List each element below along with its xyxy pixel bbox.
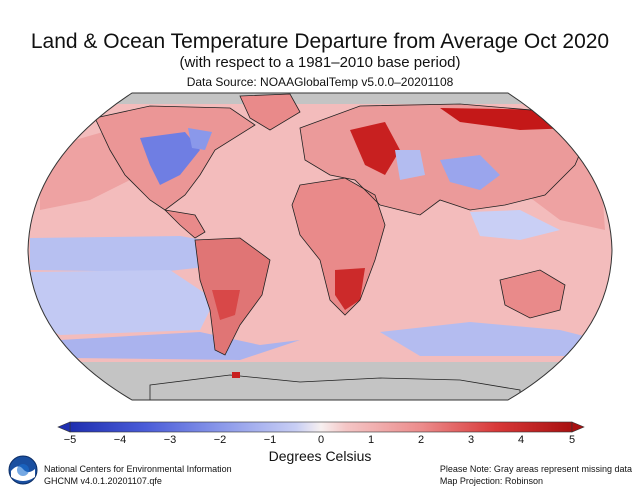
colorbar-tick: 2 bbox=[417, 434, 425, 446]
central-america-land bbox=[165, 210, 205, 238]
map-body bbox=[28, 93, 612, 400]
southern-indian-cool-band bbox=[380, 322, 600, 356]
noaa-logo-icon bbox=[8, 455, 38, 485]
eastern-europe-hot-anomaly bbox=[350, 122, 400, 175]
colorbar-tick: 5 bbox=[568, 434, 576, 446]
arctic-missing-data bbox=[28, 93, 612, 104]
colorbar bbox=[57, 421, 585, 433]
colorbar-tick: 3 bbox=[467, 434, 475, 446]
southern-ocean-cool-band bbox=[60, 332, 300, 360]
missing-data-note: Please Note: Gray areas represent missin… bbox=[439, 464, 632, 474]
australia-land bbox=[500, 270, 565, 318]
colorbar-tick: −4 bbox=[113, 434, 127, 446]
map-title: Land & Ocean Temperature Departure from … bbox=[30, 30, 610, 53]
middle-east-cool-anomaly bbox=[395, 150, 425, 180]
colorbar-tick: −5 bbox=[63, 434, 77, 446]
data-source: Data Source: NOAAGlobalTemp v5.0.0–20201… bbox=[186, 75, 454, 89]
antarctica-land bbox=[149, 374, 521, 400]
footer-credits: National Centers for Environmental Infor… bbox=[44, 463, 232, 487]
map-subtitle: (with respect to a 1981–2010 base period… bbox=[179, 54, 461, 71]
colorbar-tick: −1 bbox=[263, 434, 277, 446]
canada-cool-anomaly bbox=[188, 128, 212, 150]
org-name: National Centers for Environmental Infor… bbox=[44, 464, 232, 474]
footer-notes: Please Note: Gray areas represent missin… bbox=[440, 463, 632, 487]
colorbar-tick: 4 bbox=[517, 434, 525, 446]
colorbar-label: Degrees Celsius bbox=[268, 448, 372, 464]
map-border bbox=[27, 92, 613, 401]
coastlines bbox=[94, 93, 591, 356]
antarctic-peninsula-hot-anomaly bbox=[232, 372, 240, 378]
south-america-hot-anomaly bbox=[212, 290, 240, 320]
west-pacific-cool-anomaly bbox=[470, 210, 560, 240]
colorbar-tick: 1 bbox=[367, 434, 375, 446]
north-america-cold-anomaly bbox=[140, 132, 200, 185]
southern-africa-hot-anomaly bbox=[335, 268, 365, 310]
colorbar-tick: −3 bbox=[163, 434, 177, 446]
south-pacific-cool-anomaly bbox=[30, 270, 215, 335]
projection-note: Map Projection: Robinson bbox=[439, 476, 543, 486]
central-asia-cool-anomaly bbox=[440, 155, 500, 190]
tropical-pacific-cool-anomaly bbox=[30, 236, 250, 272]
colorbar-tick: −2 bbox=[213, 434, 227, 446]
colorbar-tick: 0 bbox=[317, 434, 325, 446]
dataset-version: GHCNM v4.0.1.20201107.qfe bbox=[44, 476, 162, 486]
